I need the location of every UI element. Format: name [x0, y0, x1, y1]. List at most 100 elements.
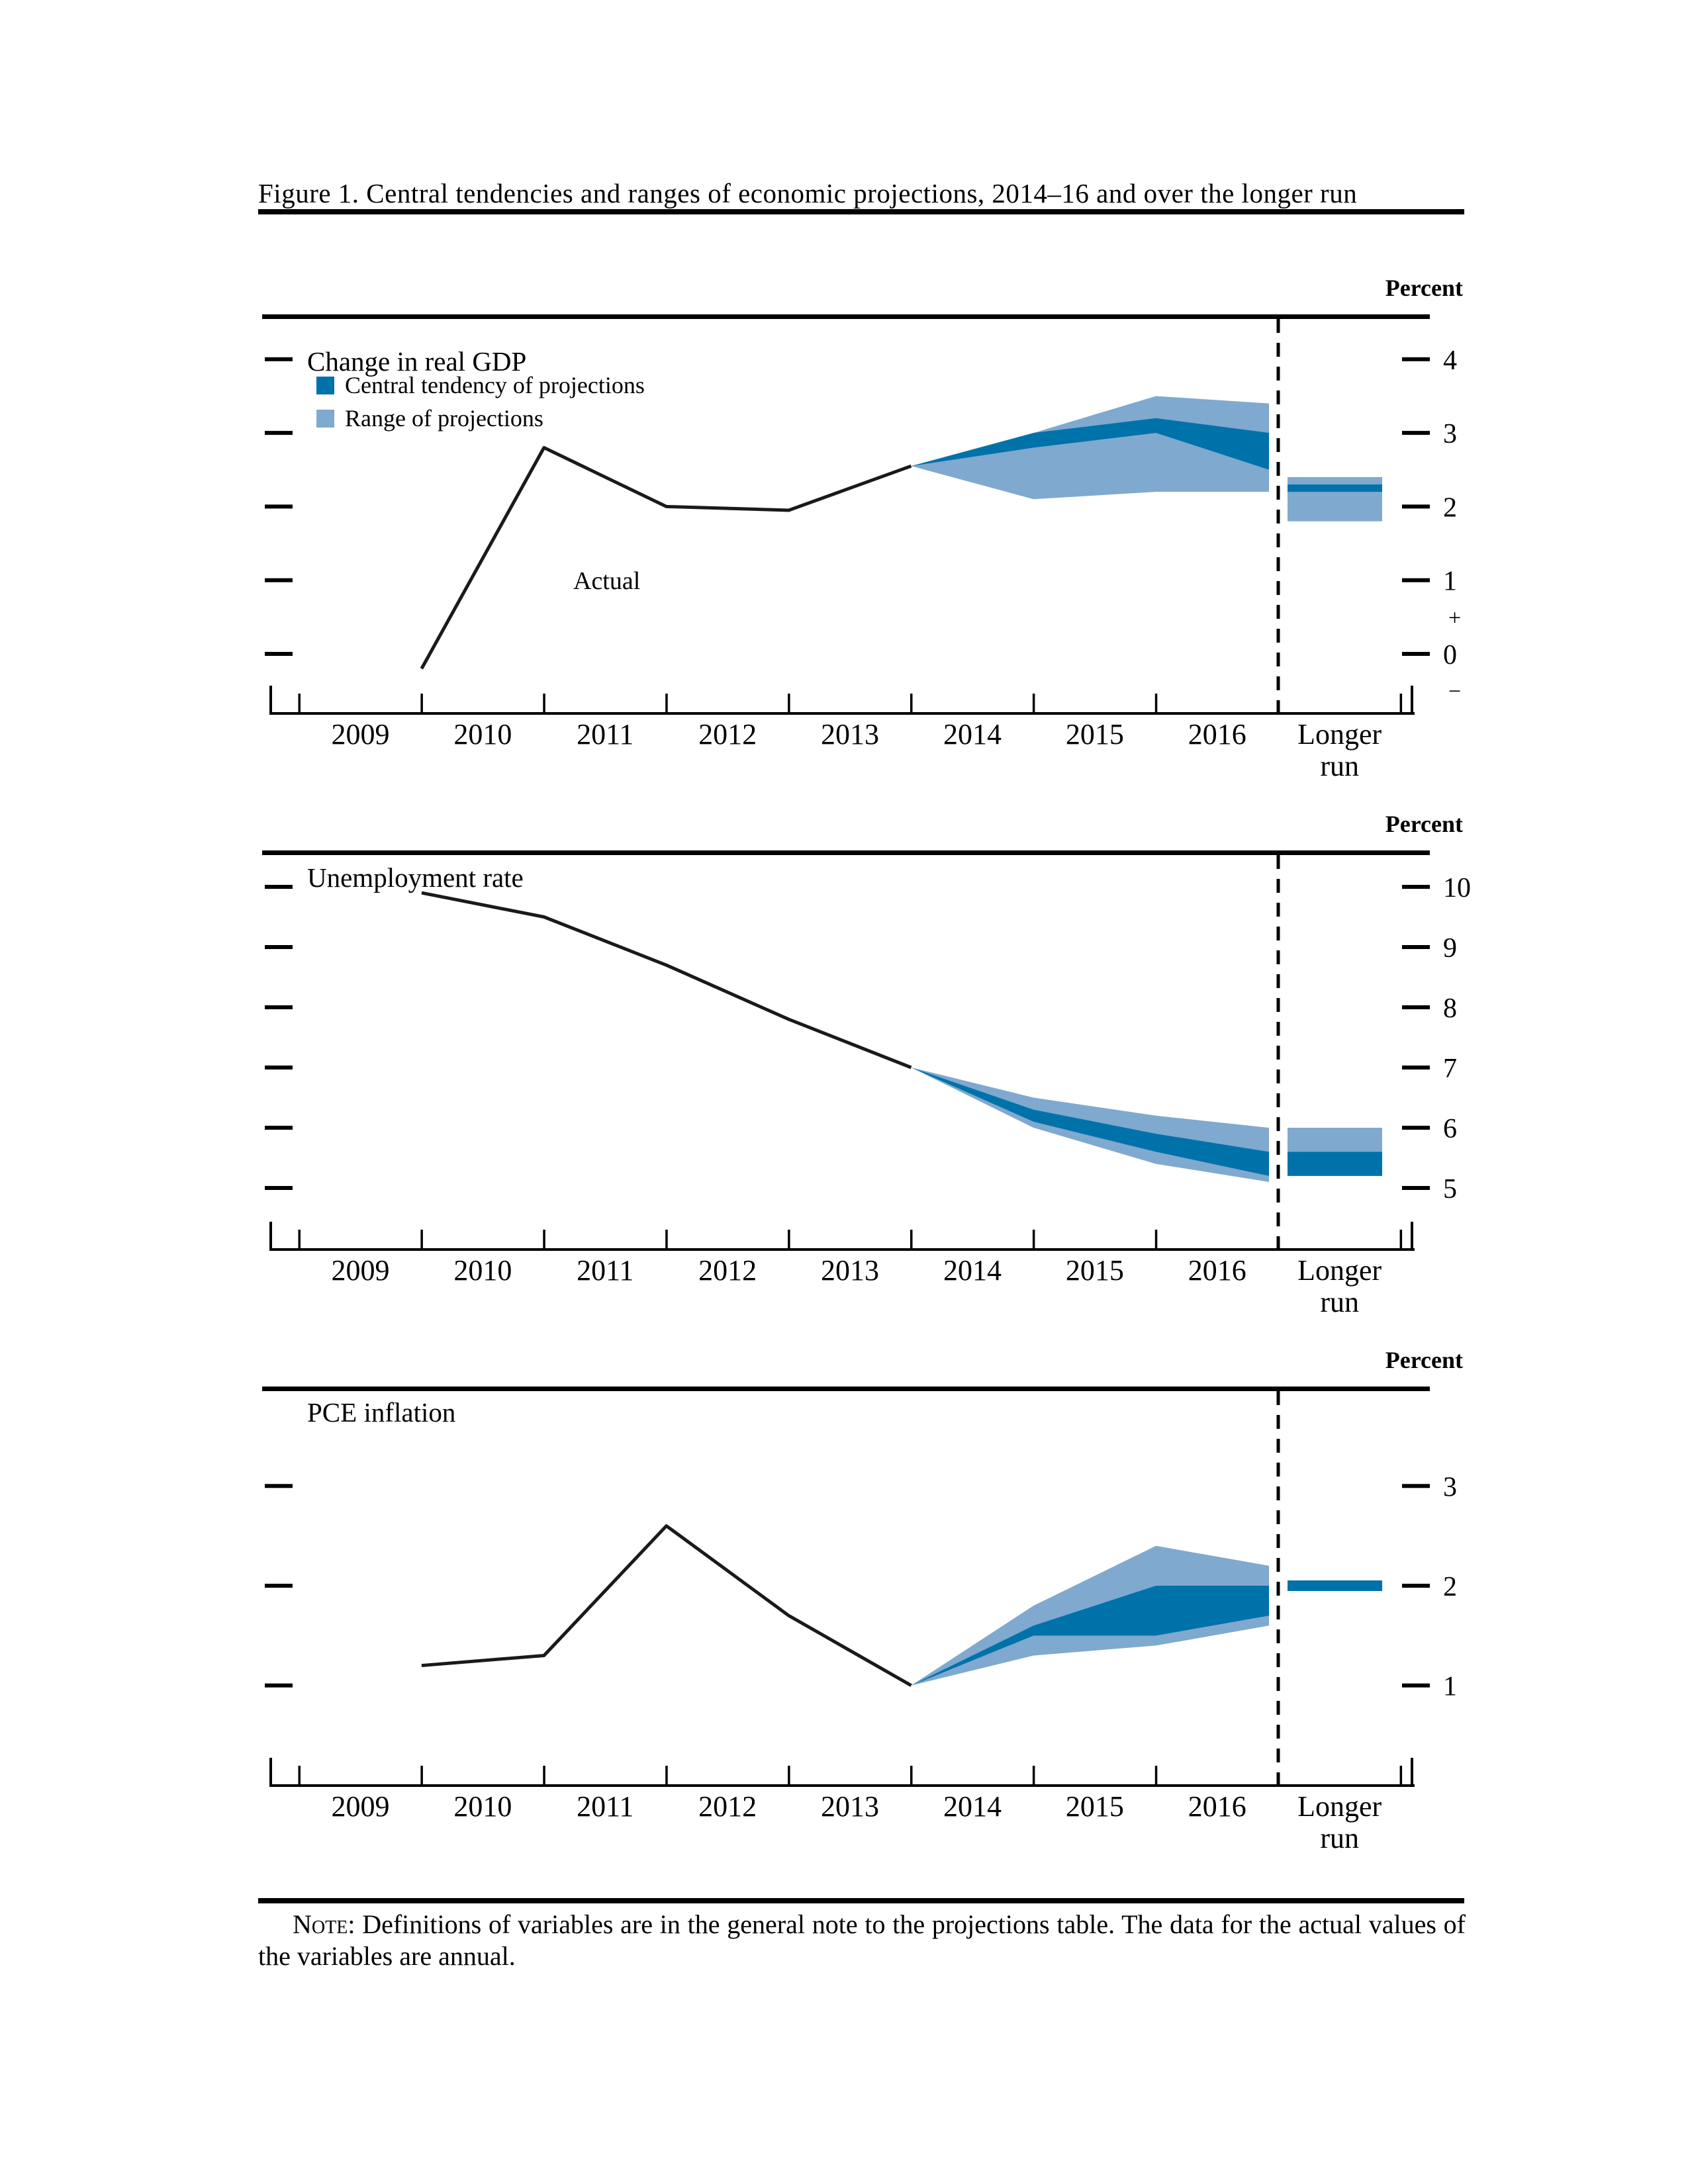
longer-run-label: Longer: [1297, 1254, 1382, 1287]
panel-title-pce: PCE inflation: [307, 1397, 456, 1428]
x-tick: [1032, 1230, 1035, 1248]
y-tick-right: [1402, 1584, 1430, 1588]
x-tick: [788, 1230, 790, 1248]
year-label: 2012: [698, 1254, 757, 1287]
plus-sign-label: +: [1448, 606, 1461, 630]
x-tick: [1399, 694, 1403, 712]
x-tick: [1154, 694, 1158, 712]
x-tick: [543, 1766, 545, 1784]
year-label: 2010: [453, 1790, 512, 1823]
x-tick: [1399, 1766, 1403, 1784]
longer-run-label: Longer: [1297, 1790, 1382, 1823]
actual-series-label: Actual: [573, 567, 641, 595]
year-label: 2015: [1066, 1790, 1124, 1823]
year-label: 2016: [1188, 1790, 1246, 1823]
y-tick-label: 3: [1443, 1472, 1457, 1502]
year-label: 2012: [698, 718, 757, 751]
actual-line: [421, 891, 912, 1069]
x-tick: [665, 1230, 668, 1248]
y-tick-label: 8: [1443, 993, 1457, 1024]
x-tick: [543, 694, 545, 712]
x-tick: [910, 1230, 913, 1248]
minus-sign-label: −: [1448, 680, 1461, 704]
x-tick: [298, 1766, 301, 1784]
x-tick: [1399, 1230, 1403, 1248]
x-tick: [420, 1230, 423, 1248]
longer-run-label: run: [1320, 1822, 1359, 1854]
figure-title: Figure 1. Central tendencies and ranges …: [258, 178, 1358, 208]
y-tick-label: 3: [1443, 419, 1457, 449]
year-label: 2013: [821, 1254, 879, 1287]
y-tick-label: 10: [1443, 873, 1471, 903]
x-tick: [788, 694, 790, 712]
year-label: 2009: [331, 1790, 389, 1823]
x-tick: [910, 694, 913, 712]
x-tick: [788, 1766, 790, 1784]
actual-line: [420, 445, 912, 670]
central-tendency-band: [911, 1586, 1269, 1686]
percent-label-unemployment: Percent: [1385, 811, 1463, 837]
y-tick-right: [1402, 431, 1430, 435]
y-tick-right: [1402, 1484, 1430, 1488]
x-axis: [269, 712, 1415, 715]
year-label: 2013: [821, 718, 879, 751]
panel-title-unemployment: Unemployment rate: [307, 862, 524, 893]
longer-run-label: Longer: [1297, 718, 1382, 751]
range-swatch-icon: [316, 409, 334, 428]
y-tick-label: 1: [1443, 1672, 1457, 1702]
y-tick-right: [1402, 1683, 1430, 1688]
year-label: 2011: [577, 1790, 633, 1823]
y-tick-left: [265, 1683, 293, 1688]
title-rule: [258, 209, 1464, 214]
y-tick-label: 4: [1443, 345, 1457, 376]
y-tick-label: 2: [1443, 492, 1457, 523]
year-label: 2009: [331, 718, 389, 751]
year-label: 2009: [331, 1254, 389, 1287]
x-tick: [1154, 1230, 1158, 1248]
longer-run-central-box: [1288, 484, 1382, 492]
x-tick: [665, 1766, 668, 1784]
x-tick: [1154, 1766, 1158, 1784]
note-text: Definitions of variables are in the gene…: [258, 1909, 1466, 1971]
x-tick: [665, 694, 668, 712]
x-tick: [420, 1766, 423, 1784]
year-label: 2011: [577, 718, 633, 751]
x-tick: [420, 694, 423, 712]
y-tick-right: [1402, 578, 1430, 582]
percent-label-gdp: Percent: [1385, 275, 1463, 301]
year-label: 2013: [821, 1790, 879, 1823]
panel-top-rule: [262, 850, 1430, 855]
x-tick: [298, 1230, 301, 1248]
x-tick: [1032, 694, 1035, 712]
legend-item-range: Range of projections: [316, 406, 645, 430]
y-tick-label: 9: [1443, 933, 1457, 964]
legend-label-range: Range of projections: [345, 405, 543, 432]
y-tick-left: [265, 945, 293, 949]
year-label: 2015: [1066, 1254, 1124, 1287]
y-tick-right: [1402, 885, 1430, 889]
year-label: 2010: [453, 718, 512, 751]
legend-item-central-tendency: Central tendency of projections: [316, 373, 645, 397]
x-tick: [298, 694, 301, 712]
x-axis-right-cap: [1411, 1222, 1413, 1248]
y-tick-right: [1402, 1066, 1430, 1069]
x-axis-right-cap: [1411, 1758, 1413, 1784]
y-tick-label: 0: [1443, 640, 1457, 670]
y-tick-right: [1402, 1186, 1430, 1190]
central-tendency-band: [911, 1068, 1269, 1176]
y-tick-label: 1: [1443, 567, 1457, 597]
y-tick-right: [1402, 1126, 1430, 1130]
longer-run-central-box: [1288, 1152, 1382, 1176]
x-tick: [910, 1766, 913, 1784]
longer-run-label: run: [1320, 750, 1359, 782]
panel-top-rule: [262, 1387, 1430, 1391]
x-axis-right-cap: [1411, 686, 1413, 712]
y-tick-left: [265, 357, 293, 361]
central-tendency-band: [911, 418, 1269, 470]
year-label: 2014: [943, 1790, 1002, 1823]
y-tick-right: [1402, 357, 1430, 361]
x-axis-left-cap: [269, 686, 272, 712]
y-tick-right: [1402, 1005, 1430, 1009]
